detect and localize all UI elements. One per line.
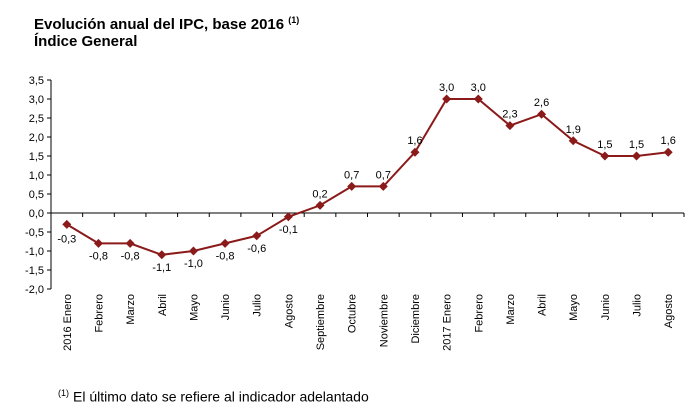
x-tick-label: Mayo bbox=[188, 294, 200, 321]
data-label: -0,8 bbox=[121, 250, 140, 262]
data-label: 1,5 bbox=[629, 139, 644, 151]
x-tick-label: Marzo bbox=[125, 294, 137, 325]
data-point-marker bbox=[663, 147, 673, 157]
x-tick-label: Julio bbox=[252, 294, 264, 317]
chart-title-text: Evolución anual del IPC, base 2016 bbox=[34, 16, 285, 33]
x-tick-label: Noviembre bbox=[378, 294, 390, 347]
y-tick-label: 1,5 bbox=[29, 151, 44, 163]
chart-title-note: (1) bbox=[288, 15, 300, 25]
y-tick-label: -2,0 bbox=[25, 284, 44, 296]
data-point-marker bbox=[410, 147, 420, 157]
y-tick-label: -0,5 bbox=[25, 227, 44, 239]
data-point-marker bbox=[473, 94, 483, 104]
data-point-marker bbox=[283, 212, 293, 222]
y-tick-label: 0,5 bbox=[29, 189, 44, 201]
x-tick-label: Febrero bbox=[93, 294, 105, 333]
footnote-mark: (1) bbox=[58, 388, 69, 398]
x-tick-label: Abril bbox=[537, 294, 549, 316]
x-tick-label: Abril bbox=[157, 294, 169, 316]
data-label: 2,3 bbox=[502, 109, 517, 121]
data-label: 2,6 bbox=[534, 97, 549, 109]
data-label: 0,7 bbox=[344, 169, 359, 181]
data-label: -1,0 bbox=[184, 258, 203, 270]
x-tick-label: Mayo bbox=[568, 294, 580, 321]
x-tick-label: Agosto bbox=[663, 294, 675, 328]
data-label: -0,8 bbox=[89, 250, 108, 262]
x-tick-label: 2017 Enero bbox=[442, 294, 454, 351]
data-point-marker bbox=[600, 151, 610, 161]
data-point-marker bbox=[125, 238, 135, 248]
data-label: -0,3 bbox=[57, 233, 76, 245]
data-label: 1,6 bbox=[661, 135, 676, 147]
data-point-marker bbox=[93, 238, 103, 248]
x-tick-label: Febrero bbox=[473, 294, 485, 333]
data-point-marker bbox=[220, 238, 230, 248]
x-tick-label: Octubre bbox=[347, 294, 359, 333]
data-point-marker bbox=[568, 136, 578, 146]
data-label: 1,6 bbox=[407, 135, 422, 147]
x-axis: 2016 Enero Febrero Marzo Abril Mayo Junio Juli… bbox=[50, 212, 685, 351]
data-label: 1,9 bbox=[566, 124, 581, 136]
data-point-marker bbox=[252, 231, 262, 241]
line-chart: -2,0 -1,5 -1,0 -0,5 0,0 0,5 1,0 1,5 2,0 2,5 3,0 3,5… bbox=[25, 75, 685, 351]
series-ipc bbox=[62, 94, 673, 260]
y-axis: -2,0 -1,5 -1,0 -0,5 0,0 0,5 1,0 1,5 2,0 2,5 3,0 3,5 bbox=[25, 75, 52, 296]
footnote: (1) El último dato se refiere al indicado… bbox=[58, 384, 369, 406]
y-tick-label: 2,0 bbox=[29, 132, 44, 144]
y-tick-label: 3,5 bbox=[29, 75, 44, 87]
y-tick-label: -1,5 bbox=[25, 265, 44, 277]
x-tick-label: Julio bbox=[632, 294, 644, 317]
series-line bbox=[66, 98, 669, 256]
x-tick-label: Marzo bbox=[505, 294, 517, 325]
chart-title: Evolución anual del IPC, base 2016 (1) bbox=[34, 10, 299, 35]
data-point-marker bbox=[378, 181, 388, 191]
data-point-marker bbox=[632, 151, 642, 161]
data-labels: -0,3 -0,8 -0,8 -1,1 -1,0 -0,8 -0,6 -0,1 0,2 0,7 0,… bbox=[57, 82, 675, 274]
x-tick-label: 2016 Enero bbox=[62, 294, 74, 351]
y-tick-label: 1,0 bbox=[29, 170, 44, 182]
data-point-marker bbox=[62, 219, 72, 229]
data-point-marker bbox=[188, 246, 198, 256]
data-point-marker bbox=[442, 94, 452, 104]
data-label: 0,2 bbox=[312, 188, 327, 200]
x-tick-label: Septiembre bbox=[315, 294, 327, 350]
data-point-marker bbox=[157, 250, 167, 260]
data-label: -1,1 bbox=[152, 262, 171, 274]
y-tick-label: 3,0 bbox=[29, 94, 44, 106]
x-tick-label: Junio bbox=[600, 294, 612, 320]
x-tick-label: Agosto bbox=[283, 294, 295, 328]
data-label: 1,5 bbox=[597, 139, 612, 151]
data-point-marker bbox=[315, 200, 325, 210]
data-label: 3,0 bbox=[439, 82, 454, 94]
data-point-marker bbox=[537, 109, 547, 119]
data-label: 3,0 bbox=[471, 82, 486, 94]
data-label: -0,1 bbox=[279, 224, 298, 236]
data-point-marker bbox=[347, 181, 357, 191]
y-tick-label: 0,0 bbox=[29, 208, 44, 220]
data-label: -0,6 bbox=[247, 243, 266, 255]
x-tick-label: Junio bbox=[220, 294, 232, 320]
y-tick-label: 2,5 bbox=[29, 113, 44, 125]
y-tick-label: -1,0 bbox=[25, 246, 44, 258]
chart-subtitle: Índice General bbox=[34, 33, 138, 50]
x-tick-label: Diciembre bbox=[410, 294, 422, 344]
data-label: -0,8 bbox=[216, 250, 235, 262]
data-point-marker bbox=[505, 121, 515, 131]
data-label: 0,7 bbox=[376, 169, 391, 181]
footnote-text: El último dato se refiere al indicador a… bbox=[73, 388, 369, 405]
